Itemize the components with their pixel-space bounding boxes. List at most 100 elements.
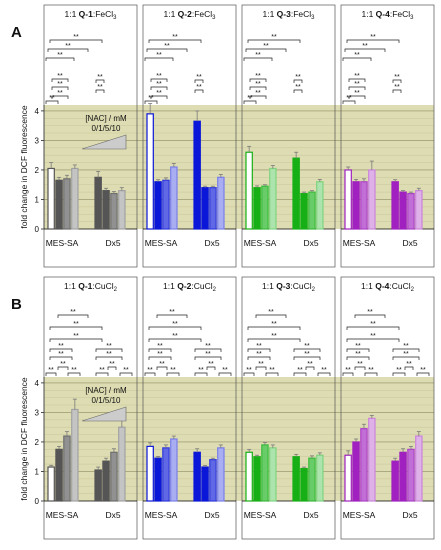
significance-stars: **: [370, 333, 376, 340]
bracket: [148, 39, 202, 43]
bracket: [293, 356, 321, 360]
bracket: [95, 372, 109, 376]
significance-stars: **: [71, 367, 77, 374]
significance-stars: **: [271, 34, 277, 41]
bar: [308, 457, 316, 502]
bracket: [243, 100, 257, 104]
y-tick-label: 4: [35, 107, 40, 116]
significance-stars: **: [307, 361, 313, 368]
significance-stars: **: [196, 84, 202, 91]
bar: [308, 191, 316, 230]
significance-stars: **: [60, 361, 66, 368]
bar: [154, 457, 162, 502]
bracket: [150, 86, 168, 90]
group-frame: [340, 276, 435, 540]
panel-label: B: [11, 296, 22, 313]
significance-stars: **: [57, 90, 63, 97]
significance-stars: **: [99, 367, 105, 374]
bracket: [51, 86, 69, 90]
bracket: [317, 372, 331, 376]
legend-subtitle: 0/1/5/10: [92, 124, 121, 133]
bracket: [392, 356, 420, 360]
bar: [245, 151, 253, 230]
bar: [110, 192, 118, 230]
bracket: [148, 356, 172, 360]
bar: [55, 179, 63, 230]
bracket: [346, 39, 400, 43]
y-tick-label: 0: [35, 497, 40, 506]
significance-stars: **: [268, 309, 274, 316]
significance-stars: **: [73, 34, 79, 41]
group-title: 1:1 Q-1:CuCl2: [64, 281, 118, 293]
x-category-label: MES-SA: [343, 510, 376, 520]
bar: [71, 167, 79, 230]
significance-stars: **: [49, 95, 55, 102]
bracket: [49, 338, 103, 342]
bracket: [156, 314, 188, 318]
bar: [407, 448, 415, 502]
x-category-label: MES-SA: [145, 510, 178, 520]
panel-B: B 0 1 2 3 4 fold change in DCF fluorescence 1:1…: [11, 276, 435, 540]
bracket: [194, 372, 208, 376]
x-category-label: Dx5: [303, 510, 318, 520]
bar: [71, 408, 79, 502]
significance-stars: **: [368, 367, 374, 374]
bar: [63, 178, 71, 230]
bracket: [392, 89, 402, 93]
bracket: [45, 57, 75, 61]
bar: [170, 166, 178, 230]
bracket: [95, 356, 123, 360]
bar: [300, 192, 308, 230]
significance-stars: **: [295, 74, 301, 81]
significance-stars: **: [73, 333, 79, 340]
bracket: [107, 366, 117, 370]
y-axis-label: fold change in DCF fluorescence: [19, 105, 29, 229]
bracket: [255, 314, 287, 318]
bar: [94, 176, 102, 230]
bracket: [194, 79, 204, 83]
bracket: [249, 95, 267, 99]
x-category-label: MES-SA: [244, 238, 277, 248]
significance-stars: **: [156, 73, 162, 80]
significance-stars: **: [123, 367, 129, 374]
significance-brackets: ****************** ** ******: [243, 309, 331, 376]
bar: [344, 454, 352, 502]
y-tick-label: 4: [35, 379, 40, 388]
significance-brackets: ******************: [144, 34, 204, 104]
bracket: [247, 356, 271, 360]
bar: [352, 441, 360, 502]
bracket: [293, 372, 307, 376]
bar: [407, 192, 415, 230]
bracket: [255, 366, 267, 370]
significance-stars: **: [396, 367, 402, 374]
significance-stars: **: [164, 43, 170, 50]
bracket: [206, 366, 216, 370]
x-category-label: Dx5: [105, 238, 120, 248]
significance-stars: **: [156, 81, 162, 88]
significance-stars: **: [271, 333, 277, 340]
bar: [55, 448, 63, 502]
group-title: 1:1 Q-1:FeCl3: [64, 9, 117, 21]
bracket: [305, 366, 315, 370]
significance-stars: **: [157, 351, 163, 358]
panel-label: A: [11, 24, 22, 41]
legend-title: [NAC] / mM: [85, 386, 127, 395]
bar: [102, 190, 110, 230]
bar: [201, 466, 209, 502]
bracket: [348, 95, 366, 99]
significance-brackets: ******************: [243, 34, 303, 104]
significance-stars: **: [73, 321, 79, 328]
group-title: 1:1 Q-4:CuCl2: [361, 281, 415, 293]
bar: [399, 191, 407, 230]
bracket: [144, 372, 156, 376]
bar: [269, 167, 277, 230]
group-title: 1:1 Q-3:CuCl2: [262, 281, 316, 293]
significance-stars: **: [247, 95, 253, 102]
bar: [162, 447, 170, 502]
significance-stars: **: [159, 361, 165, 368]
x-category-label: Dx5: [402, 510, 417, 520]
bar: [316, 454, 324, 502]
